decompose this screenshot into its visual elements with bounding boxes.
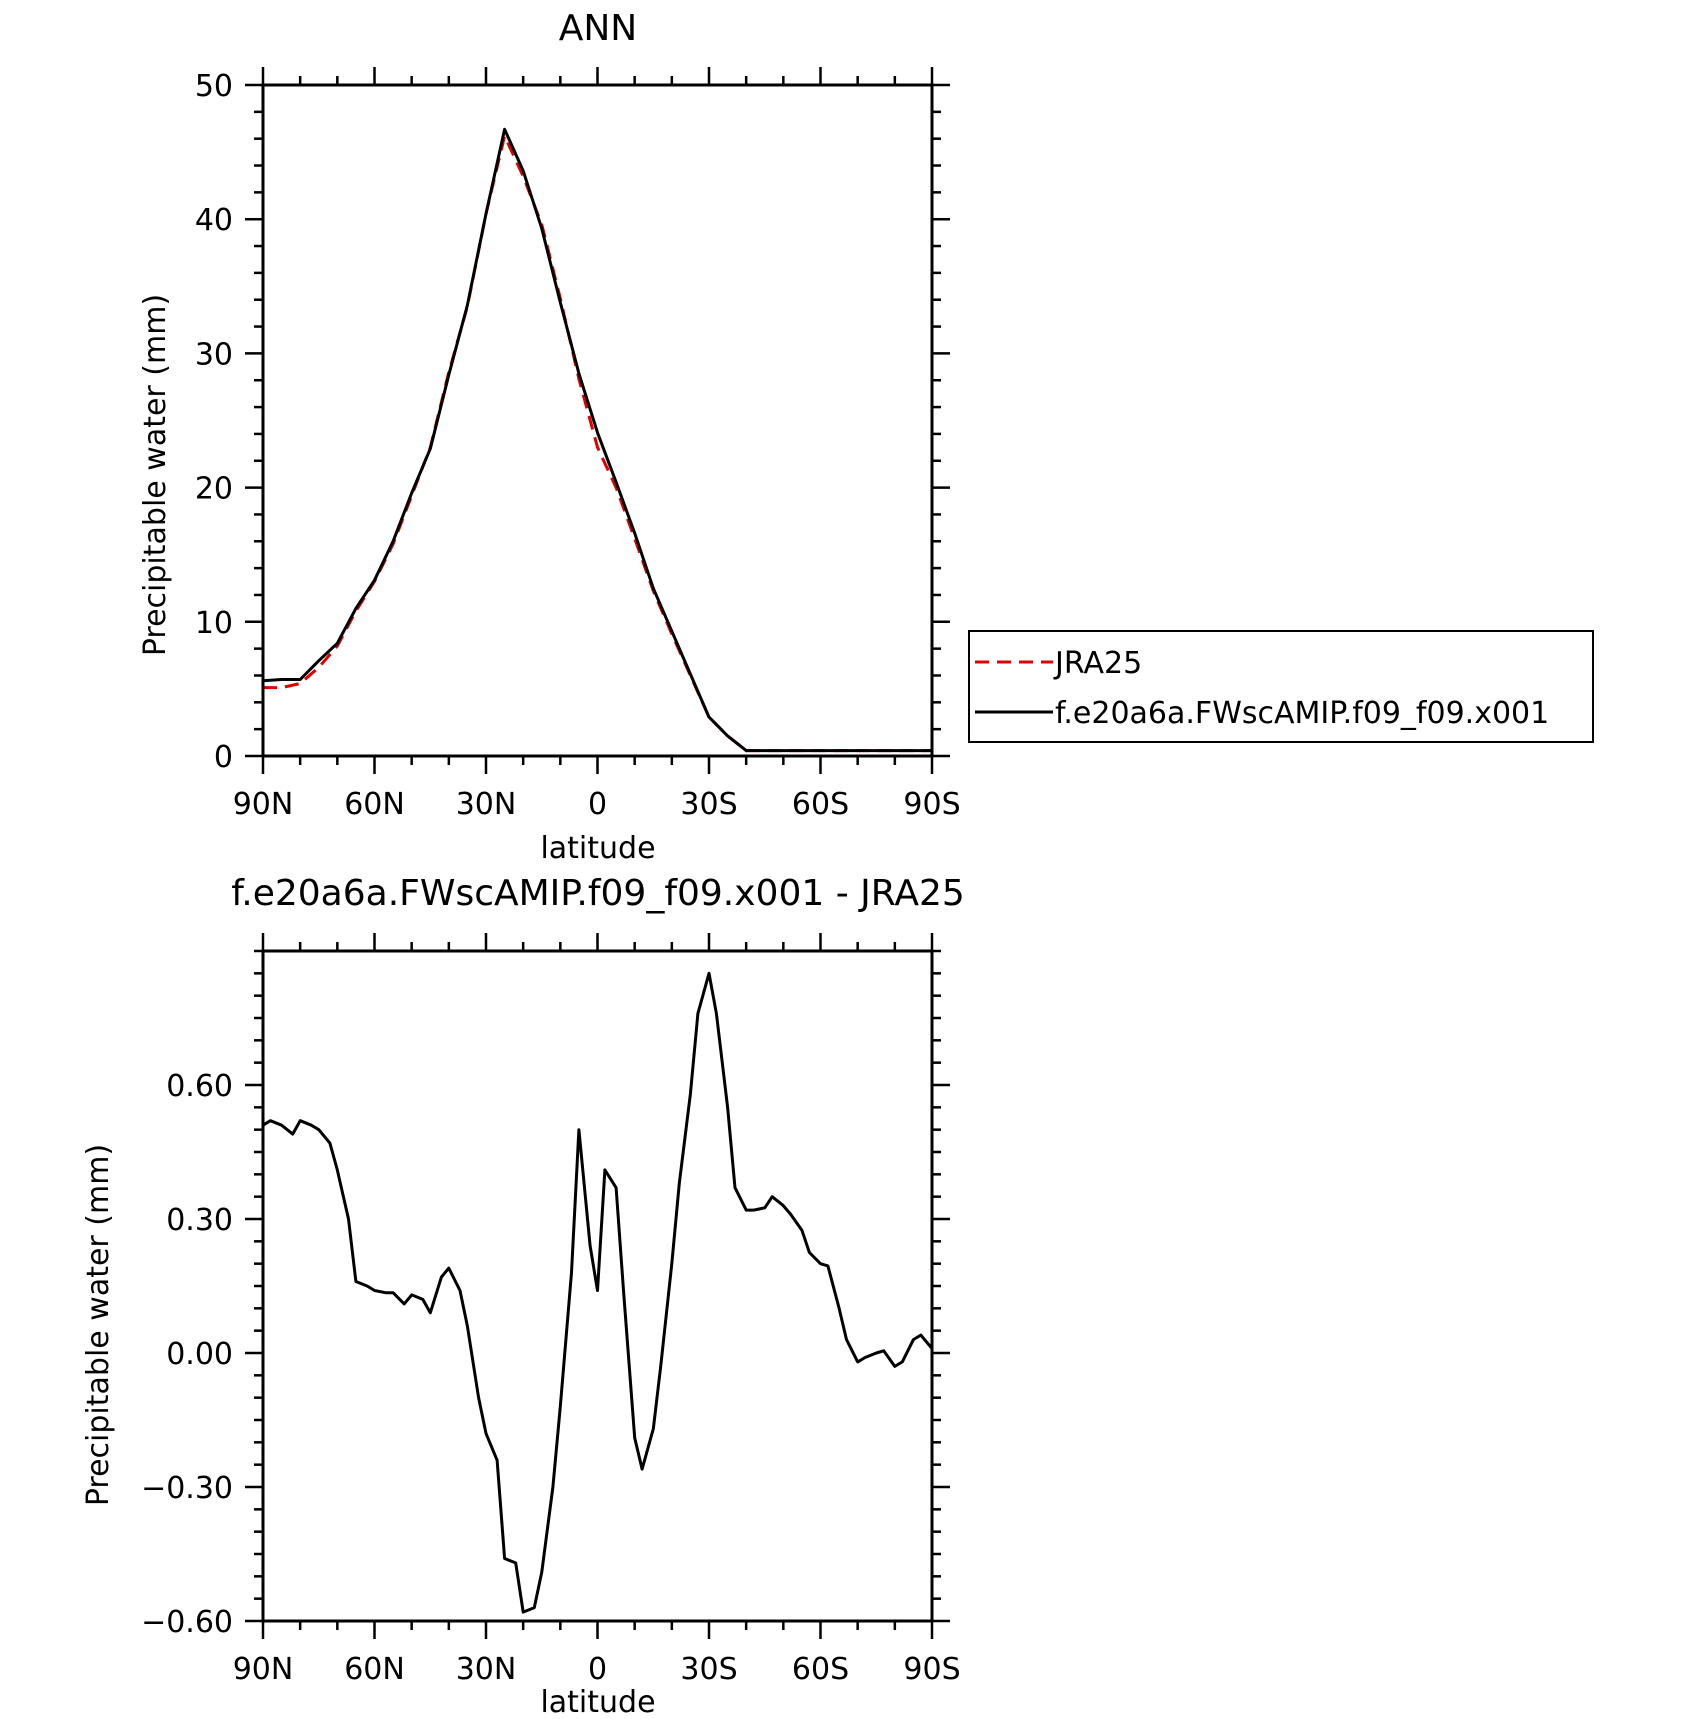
x-tick-label: 60S: [792, 787, 849, 822]
y-tick-label: −0.30: [141, 1471, 233, 1506]
legend-entry-label: JRA25: [1053, 646, 1142, 681]
y-axis-label: Precipitable water (mm): [138, 294, 173, 656]
x-tick-label: 30S: [680, 787, 737, 822]
y-tick-label: 10: [195, 606, 233, 641]
y-tick-label: 20: [195, 472, 233, 507]
series-line-0: [262, 971, 934, 1614]
y-tick-label: 0.60: [166, 1069, 233, 1104]
y-tick-label: 50: [195, 69, 233, 104]
y-tick-label: 0.00: [166, 1337, 233, 1372]
y-tick-label: 30: [195, 337, 233, 372]
x-tick-label: 90S: [903, 1652, 960, 1687]
plot-frame: [261, 83, 934, 758]
y-tick-label: 0: [214, 740, 233, 775]
annual-mean-chart: ANN latitude Precipitable water (mm) 90N…: [138, 8, 1594, 866]
series-line-0: [263, 134, 932, 753]
x-tick-label: 0: [588, 787, 607, 822]
x-tick-label: 30N: [456, 1652, 517, 1687]
x-axis-label: latitude: [540, 831, 655, 866]
x-tick-label: 30S: [680, 1652, 737, 1687]
chart-title: f.e20a6a.FWscAMIP.f09_f09.x001 - JRA25: [231, 873, 965, 914]
y-tick-label: −0.60: [141, 1605, 233, 1640]
x-tick-label: 60N: [344, 1652, 405, 1687]
x-tick-label: 90S: [903, 787, 960, 822]
x-tick-label: 30N: [456, 787, 517, 822]
y-tick-label: 40: [195, 203, 233, 238]
legend-box: [968, 630, 1594, 743]
chart-title: ANN: [559, 8, 638, 49]
legend: JRA25 f.e20a6a.FWscAMIP.f09_f09.x001: [968, 630, 1594, 743]
y-axis-label: Precipitable water (mm): [81, 1144, 116, 1506]
series-line-1: [262, 127, 932, 753]
x-axis-label: latitude: [540, 1685, 655, 1719]
x-tick-label: 60S: [792, 1652, 849, 1687]
difference-chart: f.e20a6a.FWscAMIP.f09_f09.x001 - JRA25 l…: [81, 873, 965, 1719]
y-tick-label: 0.30: [166, 1203, 233, 1238]
x-tick-label: 60N: [344, 787, 405, 822]
x-tick-label: 0: [588, 1652, 607, 1687]
legend-entry-label: f.e20a6a.FWscAMIP.f09_f09.x001: [1055, 696, 1549, 731]
x-tick-label: 90N: [233, 787, 294, 822]
x-tick-label: 90N: [233, 1652, 294, 1687]
